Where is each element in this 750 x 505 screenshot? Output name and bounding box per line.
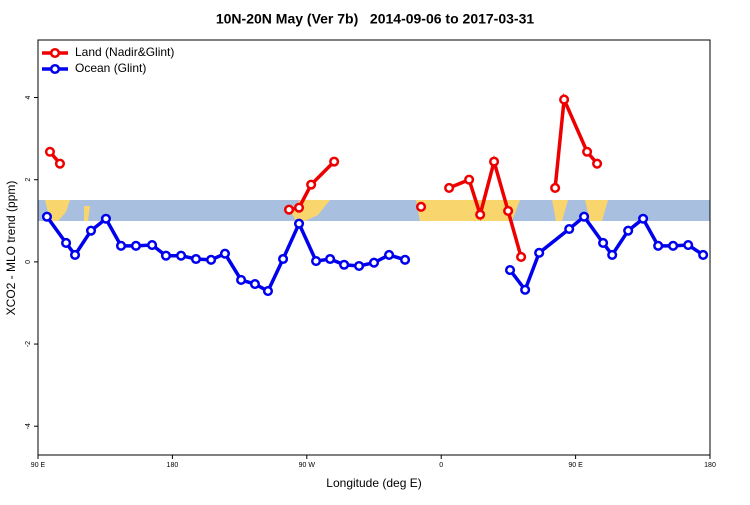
data-point — [592, 158, 603, 169]
data-point — [339, 259, 350, 270]
y-tick-label: -4 — [25, 423, 32, 429]
data-point — [160, 250, 172, 261]
legend-label: Land (Nadir&Glint) — [75, 45, 174, 59]
data-point — [293, 218, 305, 229]
data-point — [598, 237, 609, 249]
data-point — [550, 182, 561, 193]
data-point — [564, 223, 575, 235]
x-tick-label: 90 E — [31, 462, 46, 469]
data-point — [44, 146, 55, 157]
data-point — [354, 260, 365, 272]
data-point — [444, 182, 455, 193]
x-axis-label: Longitude (deg E) — [326, 476, 421, 490]
data-point — [329, 156, 340, 167]
x-tick-label: 180 — [167, 462, 179, 469]
data-point — [190, 253, 202, 265]
data-point — [489, 156, 500, 167]
data-point — [306, 179, 317, 190]
data-point — [579, 211, 590, 222]
x-tick-label: 0 — [439, 462, 443, 469]
data-point — [236, 274, 247, 286]
series-line — [288, 160, 336, 212]
data-point — [520, 284, 531, 295]
data-point — [130, 240, 142, 251]
data-point — [278, 253, 289, 265]
data-point — [147, 239, 158, 251]
y-tick-label: 2 — [25, 178, 32, 182]
x-tick-label: 90 E — [568, 462, 583, 469]
legend-marker — [49, 63, 61, 75]
y-tick-label: -2 — [25, 341, 32, 347]
series-line — [553, 92, 599, 189]
data-point — [176, 250, 187, 261]
data-point — [475, 209, 486, 220]
data-point — [249, 279, 261, 290]
y-tick-label: 0 — [25, 260, 32, 264]
data-point — [69, 249, 81, 260]
data-point — [698, 249, 709, 260]
data-point — [325, 253, 336, 265]
data-point — [368, 257, 380, 268]
data-point — [384, 249, 395, 260]
y-tick-label: 4 — [25, 95, 32, 99]
data-point — [219, 248, 231, 259]
data-point — [85, 225, 97, 236]
data-point — [653, 240, 664, 251]
x-tick-label: 90 W — [299, 462, 316, 469]
data-point — [683, 239, 694, 251]
data-point — [668, 240, 679, 251]
legend-marker — [49, 47, 61, 59]
data-point — [464, 174, 475, 185]
data-point — [283, 204, 295, 215]
data-point — [262, 286, 274, 297]
data-point — [54, 158, 66, 169]
data-point — [559, 94, 570, 105]
data-point — [206, 254, 217, 265]
data-point — [100, 213, 111, 224]
y-axis-label: XCO2 - MLO trend (ppm) — [4, 181, 18, 316]
data-point — [607, 249, 618, 260]
data-point — [504, 265, 516, 276]
map-band — [38, 200, 710, 221]
data-point — [41, 211, 53, 222]
data-point — [534, 247, 545, 258]
data-point — [311, 256, 322, 267]
x-tick-label: 180 — [704, 462, 716, 469]
data-point — [293, 202, 305, 213]
data-point — [503, 205, 514, 216]
plot-frame — [37, 39, 711, 456]
legend-label: Ocean (Glint) — [75, 61, 146, 75]
data-point — [582, 146, 593, 157]
data-point — [115, 240, 127, 251]
data-point — [638, 213, 649, 224]
data-point — [400, 254, 411, 265]
data-point — [415, 201, 427, 212]
data-point — [516, 251, 527, 263]
data-point — [61, 237, 72, 249]
data-point — [623, 225, 634, 236]
chart-title: 10N-20N May (Ver 7b) 2014-09-06 to 2017-… — [216, 11, 534, 27]
